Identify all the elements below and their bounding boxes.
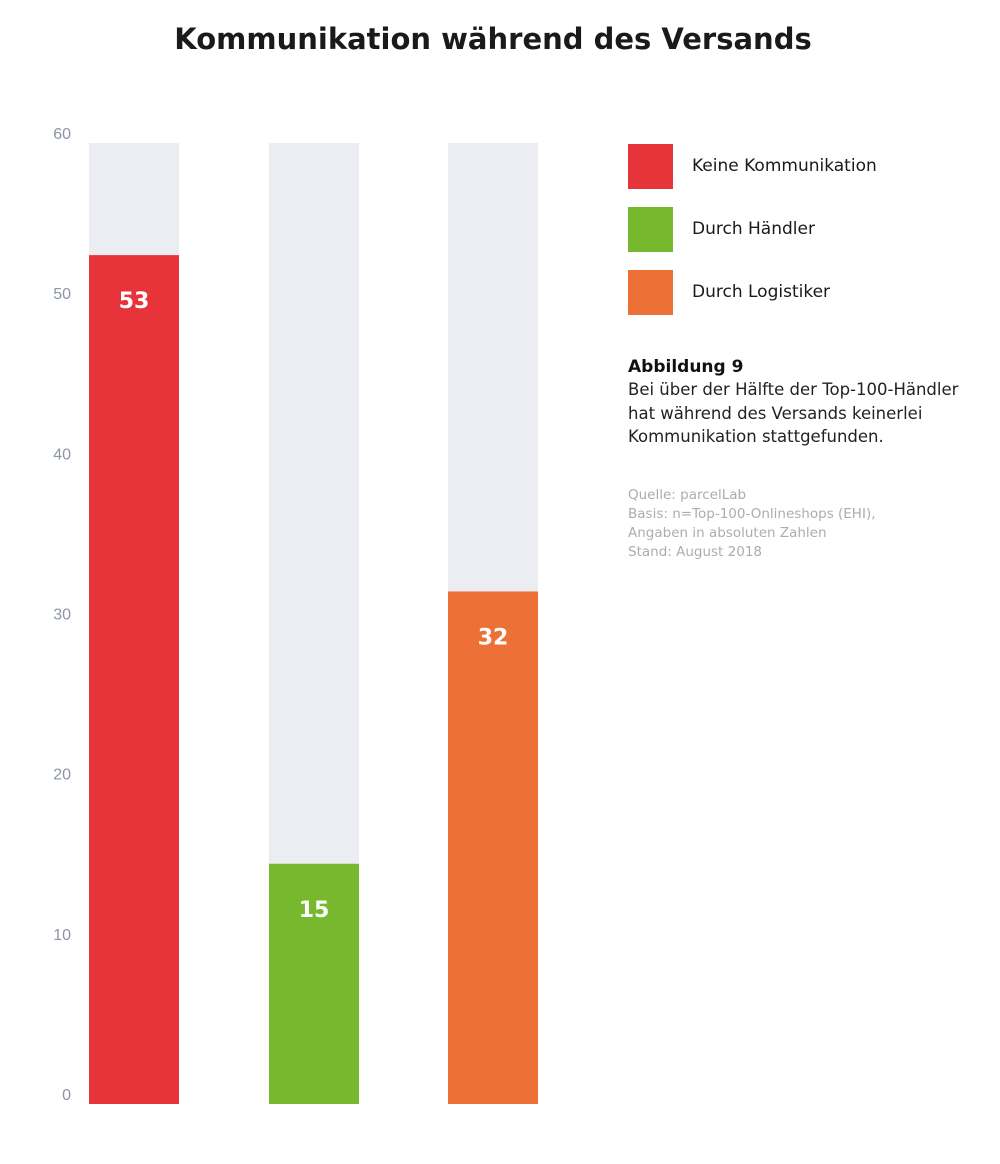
source-line: Basis: n=Top-100-Onlineshops (EHI), [628,506,876,522]
y-tick-label: 30 [53,607,71,624]
y-tick-label: 50 [53,286,71,303]
legend-item-durch-logistiker: Durch Logistiker [628,269,877,315]
source-line: Quelle: parcelLab [628,487,747,503]
y-tick-label: 60 [53,126,71,143]
bar-value-label: 53 [119,289,150,314]
caption-line: hat während des Versands keinerlei [628,403,923,423]
bar [269,863,359,1104]
source-line: Angaben in absoluten Zahlen [628,525,827,541]
legend-label: Keine Kommunikation [692,156,877,176]
y-tick-label: 20 [53,767,71,784]
bars: 53 15 32 [89,143,538,1104]
bar-value-label: 32 [478,625,509,650]
y-tick-label: 10 [53,927,71,944]
caption-line: Bei über der Hälfte der Top-100-Händler [628,380,959,399]
legend: Keine Kommunikation Durch Händler Durch … [628,143,877,332]
legend-swatch [628,206,673,252]
source-line: Stand: August 2018 [628,544,762,560]
y-axis: 0 10 20 30 40 50 60 [53,126,71,1104]
source-note: Quelle: parcelLab Basis: n=Top-100-Onlin… [628,486,988,562]
bar [89,255,179,1104]
caption-line: Kommunikation stattgefunden. [628,427,884,446]
legend-item-keine-kommunikation: Keine Kommunikation [628,143,877,189]
legend-swatch [628,269,673,315]
figure-caption: Abbildung 9 Bei über der Hälfte der Top-… [628,356,988,449]
legend-label: Durch Händler [692,219,815,239]
chart-title: Kommunikation während des Versands [174,22,812,56]
bar [448,591,538,1104]
legend-item-durch-haendler: Durch Händler [628,206,877,252]
y-tick-label: 0 [62,1087,71,1104]
bar-chart: 0 10 20 30 40 50 60 53 15 32 [53,126,538,1104]
y-tick-label: 40 [53,446,71,463]
legend-label: Durch Logistiker [692,282,831,302]
legend-swatch [628,143,673,189]
caption-title: Abbildung 9 [628,357,744,377]
bar-value-label: 15 [299,898,330,923]
